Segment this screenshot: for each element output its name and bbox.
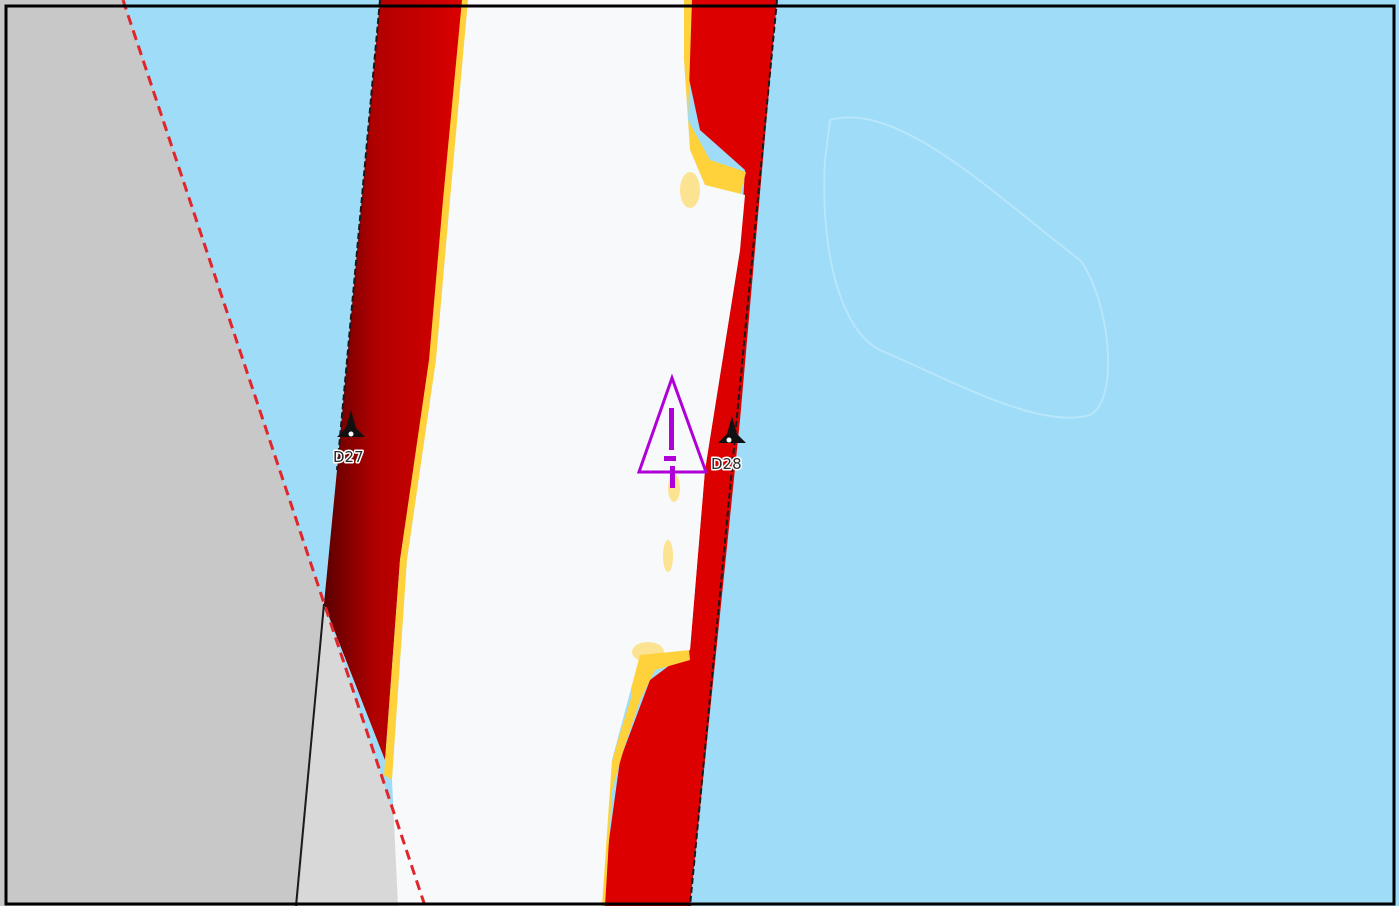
map-border — [4, 4, 1396, 906]
land-area — [0, 0, 324, 906]
shallow-rim-left — [384, 0, 470, 780]
depth-contour — [823, 116, 1110, 419]
land-area-light — [298, 604, 425, 906]
beacon-label-d27: D27 — [333, 448, 364, 466]
channel-outline-left — [336, 0, 381, 471]
channel-edge-left — [324, 0, 468, 760]
channel-outline-right — [689, 0, 778, 906]
beacon-marker-d27[interactable]: D27 — [332, 410, 365, 468]
shallow-rim-right — [684, 0, 746, 195]
shoreline-line — [295, 603, 325, 906]
beacon-marker-d28[interactable]: D28 — [710, 416, 746, 475]
beacon-icon — [718, 416, 746, 443]
shallow-patch — [632, 642, 664, 662]
beacon-icon — [337, 410, 365, 437]
shallow-patch — [663, 540, 673, 572]
caution-triangle-icon[interactable] — [636, 373, 709, 488]
channel-center — [392, 0, 745, 906]
beacon-label-d28: D28 — [711, 455, 742, 473]
shallow-rim-lower — [598, 640, 690, 906]
shallow-patch — [680, 172, 700, 208]
channel-edge-right — [600, 0, 777, 906]
